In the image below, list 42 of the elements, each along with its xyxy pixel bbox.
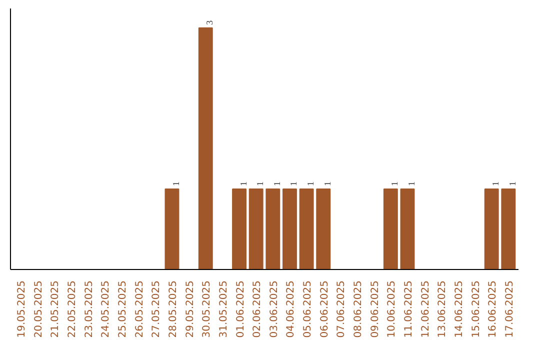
x-tick-label: 05.06.2025: [302, 280, 314, 338]
x-tick-label: 01.06.2025: [235, 280, 246, 338]
data-label: 1: [390, 181, 400, 186]
x-tick-label: 09.06.2025: [370, 280, 381, 338]
x-tick-label: 29.05.2025: [184, 280, 196, 338]
x-tick-label: 25.05.2025: [118, 280, 129, 338]
x-tick-label: 31.05.2025: [218, 280, 230, 338]
x-tick-label: 13.06.2025: [437, 280, 448, 338]
x-tick-label: 15.06.2025: [470, 280, 482, 338]
x-tick-label: 16.06.2025: [488, 280, 499, 338]
x-tick-label: 21.05.2025: [50, 280, 62, 338]
x-tick-label: 22.05.2025: [67, 280, 78, 338]
x-tick-label: 28.05.2025: [168, 280, 179, 338]
data-label: 1: [507, 181, 518, 186]
data-label: 1: [306, 181, 316, 186]
x-tick-label: 20.05.2025: [33, 280, 44, 338]
data-label: 1: [288, 181, 299, 186]
x-tick-label: 14.06.2025: [454, 280, 465, 338]
x-tick-label: 08.06.2025: [353, 280, 364, 338]
data-label: 1: [406, 181, 416, 186]
x-tick-label: 11.06.2025: [403, 280, 414, 338]
data-label: 1: [490, 181, 501, 186]
data-label: 1: [255, 181, 266, 186]
data-label: 1: [238, 181, 248, 186]
x-tick-label: 23.05.2025: [84, 280, 95, 338]
x-tick-label: 26.05.2025: [134, 280, 146, 338]
x-tick-label: 03.06.2025: [268, 280, 280, 338]
x-tick-label: 12.06.2025: [420, 280, 432, 338]
x-tick-label: 06.06.2025: [319, 280, 330, 338]
x-tick-label: 07.06.2025: [336, 280, 348, 338]
data-label: 3: [204, 20, 215, 25]
data-label: 1: [272, 181, 282, 186]
data-label: 1: [170, 181, 181, 186]
x-tick-label: 19.05.2025: [16, 280, 28, 338]
x-tick-label: 04.06.2025: [286, 280, 297, 338]
x-tick-label: 02.06.2025: [252, 280, 264, 338]
data-label: 1: [322, 181, 332, 186]
x-tick-label: 27.05.2025: [151, 280, 162, 338]
x-tick-label: 17.06.2025: [504, 280, 516, 338]
x-tick-label: 24.05.2025: [100, 280, 112, 338]
x-tick-label: 30.05.2025: [202, 280, 213, 338]
x-tick-label: 10.06.2025: [386, 280, 398, 338]
